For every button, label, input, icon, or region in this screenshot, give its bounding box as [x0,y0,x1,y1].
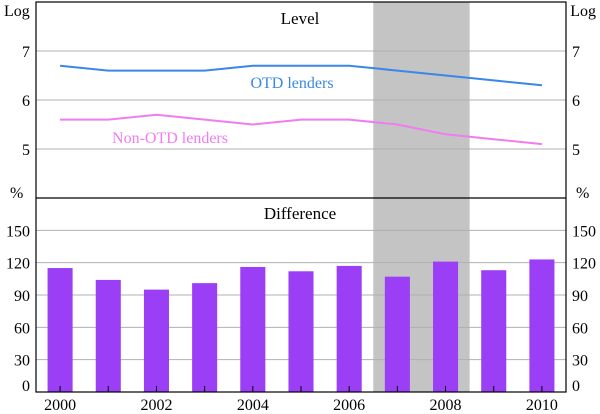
bottom-ytick-left-60: 60 [14,320,30,337]
chart-frame [35,1,567,393]
bar-2003 [192,283,218,392]
bar-2001 [95,279,121,392]
series-line-1 [60,113,543,146]
x-tick-label-2000: 2000 [44,397,76,414]
top-unit-left: Log [4,3,30,20]
bottom-ytick-right-150: 150 [572,223,596,240]
bar-2007 [384,276,410,392]
bar-2006 [336,265,362,392]
difference-bars [47,259,555,392]
x-tick-label-2002: 2002 [140,397,172,414]
bottom-ytick-right-120: 120 [572,256,596,273]
top-unit-right: Log [570,3,596,20]
bottom-ytick-left-150: 150 [6,223,30,240]
x-tick-label-2010: 2010 [526,397,558,414]
y-tick-labels: 5 5 6 6 7 7 0 0 30 30 60 60 90 90 120 120 150 150 [6,44,596,395]
bar-2008 [433,261,459,392]
bottom-panel-title: Difference [264,204,336,223]
bar-2005 [288,271,314,392]
otd-lenders-label: OTD lenders [250,75,333,92]
bottom-ytick-left-0: 0 [22,378,30,395]
top-ytick-right-5: 5 [572,142,580,159]
bottom-ytick-right-90: 90 [572,288,588,305]
top-ytick-right-7: 7 [572,44,580,61]
bottom-unit-left: % [10,185,23,202]
top-panel-gridlines [36,50,566,150]
bar-2004 [240,266,266,392]
bottom-unit-right: % [576,185,589,202]
bar-2000 [47,268,73,392]
level-lines [59,64,543,146]
bottom-ytick-right-60: 60 [572,320,588,337]
x-tick-labels: 2000 2002 2004 2006 2008 2010 [44,397,558,414]
bottom-ytick-right-0: 0 [572,378,580,395]
top-ytick-left-7: 7 [22,44,30,61]
x-tick-label-2004: 2004 [237,397,269,414]
top-panel-title: Level [281,9,320,28]
top-ytick-right-6: 6 [572,93,580,110]
bottom-ytick-right-30: 30 [572,353,588,370]
bar-2002 [143,289,169,392]
bar-2009 [481,270,507,392]
x-tick-label-2008: 2008 [430,397,462,414]
series-line-0 [59,64,543,87]
bottom-ytick-left-90: 90 [14,288,30,305]
x-tick-label-2006: 2006 [333,397,365,414]
bar-2010 [529,259,555,392]
bottom-ytick-left-30: 30 [14,353,30,370]
non-otd-lenders-label: Non-OTD lenders [112,130,228,147]
bottom-ytick-left-120: 120 [6,256,30,273]
top-ytick-left-6: 6 [22,93,30,110]
top-ytick-left-5: 5 [22,142,30,159]
